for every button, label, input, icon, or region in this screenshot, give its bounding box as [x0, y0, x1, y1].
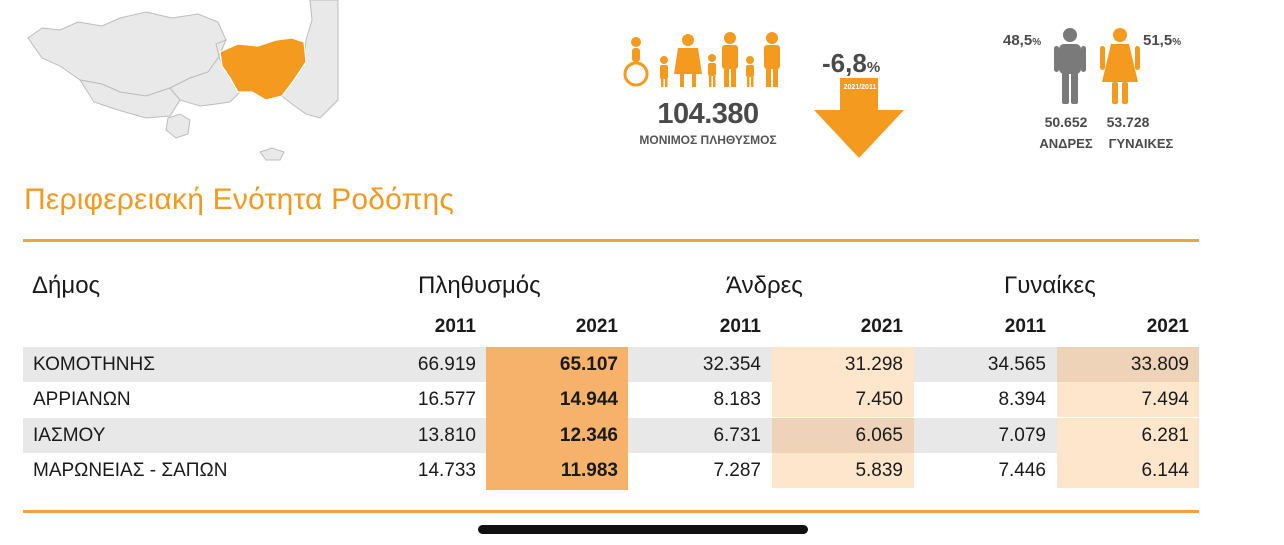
regional-map	[27, 0, 339, 161]
men-2021-cell-bg	[772, 382, 914, 417]
men-2011-cell: 7.287	[713, 460, 761, 481]
pop-2021-cell: 11.983	[560, 460, 618, 481]
population-value: 104.380	[657, 98, 759, 130]
male-label: ΑΝΔΡΕΣ	[1039, 136, 1093, 151]
women-2021-cell: 6.281	[1141, 425, 1189, 446]
map-island-thasos	[165, 113, 191, 139]
men-2021-cell-bg	[772, 418, 914, 453]
male-percent: 48,5%	[1003, 32, 1041, 49]
header-municipality: Δήμος	[32, 272, 101, 299]
map-rodopi-highlight	[219, 37, 307, 101]
male-person-icon	[1054, 28, 1086, 104]
pop-2011-cell: 66.919	[417, 354, 476, 375]
male-pct-unit: %	[1032, 37, 1042, 48]
year-women-2011: 2011	[1004, 316, 1046, 337]
map-island-samothrace	[259, 147, 285, 161]
change-unit: %	[866, 59, 881, 76]
municipality-name: ΙΑΣΜΟΥ	[33, 425, 106, 446]
men-2011-cell: 32.354	[702, 354, 761, 375]
women-2011-cell: 7.446	[998, 460, 1046, 481]
year-women-2021: 2021	[1146, 316, 1189, 337]
pop-2011-cell: 13.810	[417, 425, 476, 446]
women-2021-cell-bg	[1057, 347, 1199, 382]
header-men: Άνδρες	[726, 272, 803, 299]
pop-2021-cell: 65.107	[559, 354, 618, 375]
women-2011-cell: 8.394	[998, 389, 1046, 410]
men-2011-cell: 6.731	[713, 425, 761, 446]
male-count: 50.652	[1044, 114, 1088, 130]
pop-2021-cell: 12.346	[559, 425, 618, 446]
municipality-name: ΜΑΡΩΝΕΙΑΣ - ΣΑΠΩΝ	[33, 460, 228, 481]
women-2021-cell: 6.144	[1141, 460, 1189, 481]
bottom-divider	[23, 510, 1199, 513]
year-men-2011: 2011	[719, 316, 761, 337]
pop-2011-cell: 14.733	[417, 460, 476, 481]
female-pct-unit: %	[1172, 37, 1182, 48]
population-label: ΜΟΝΙΜΟΣ ΠΛΗΘΥΣΜΟΣ	[639, 133, 777, 147]
map-land-east	[281, 0, 339, 119]
female-person-icon	[1100, 28, 1140, 104]
female-count: 53.728	[1106, 114, 1150, 130]
men-2021-cell: 6.065	[855, 425, 903, 446]
women-2021-cell-bg	[1057, 418, 1199, 453]
female-label: ΓΥΝΑΙΚΕΣ	[1108, 136, 1174, 151]
title-divider	[23, 239, 1199, 242]
women-2021-cell: 33.809	[1130, 354, 1189, 375]
pop-2021-cell: 14.944	[559, 389, 618, 410]
home-indicator[interactable]	[478, 525, 808, 534]
men-2021-cell: 31.298	[844, 354, 903, 375]
female-pct-value: 51,5	[1143, 32, 1173, 49]
women-2011-cell: 34.565	[987, 354, 1046, 375]
year-pop-2011: 2011	[434, 316, 476, 337]
change-period: 2021/2011	[843, 84, 877, 91]
women-2021-cell-bg	[1057, 382, 1199, 417]
women-2021-cell-bg	[1057, 453, 1199, 488]
municipality-name: ΚΟΜΟΤΗΝΗΣ	[33, 354, 155, 375]
pop-2011-cell: 16.577	[417, 389, 476, 410]
change-value: -6,8	[822, 48, 867, 78]
men-2021-cell-bg	[772, 453, 914, 488]
header-population: Πληθυσμός	[418, 272, 541, 299]
pop-2021-highlight	[486, 347, 628, 490]
year-men-2021: 2021	[860, 316, 903, 337]
men-2021-cell: 5.839	[855, 460, 903, 481]
municipality-name: ΑΡΡΙΑΝΩΝ	[33, 389, 131, 410]
year-pop-2021: 2021	[575, 316, 618, 337]
men-2021-cell-bg	[772, 347, 914, 382]
male-pct-value: 48,5	[1003, 32, 1033, 49]
women-2011-cell: 7.079	[998, 425, 1046, 446]
female-percent: 51,5%	[1143, 32, 1181, 49]
men-2011-cell: 8.183	[713, 389, 761, 410]
region-title: Περιφερειακή Ενότητα Ροδόπης	[24, 183, 455, 216]
down-arrow-icon	[814, 78, 904, 158]
population-people-icon	[623, 32, 780, 87]
header-women: Γυναίκες	[1004, 272, 1096, 299]
population-change: -6,8%	[822, 48, 880, 79]
women-2021-cell: 7.494	[1141, 389, 1189, 410]
men-2021-cell: 7.450	[855, 389, 903, 410]
